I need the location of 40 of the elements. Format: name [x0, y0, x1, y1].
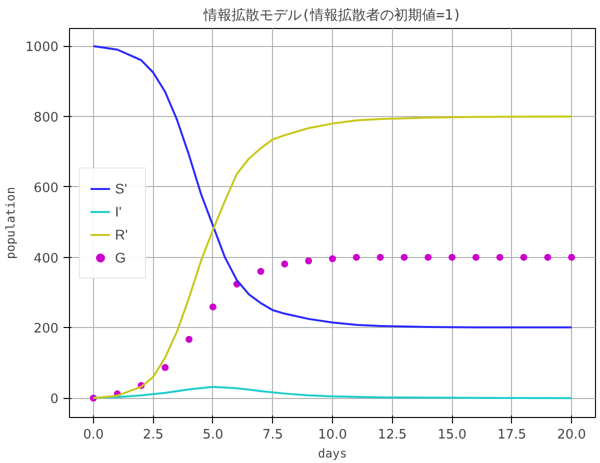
chart-title: 情報拡散モデル(情報拡散者の初期値=1)	[202, 8, 462, 24]
x-tick-label: 17.5	[497, 428, 526, 442]
point	[496, 254, 504, 261]
point	[186, 336, 193, 343]
y-tick-label: 400	[34, 251, 59, 266]
legend-label: S'	[115, 180, 128, 196]
line-series	[92, 45, 573, 328]
x-tick-label: 10.0	[318, 428, 347, 442]
y-tick-label: 200	[34, 322, 59, 337]
legend-label: R'	[115, 226, 129, 242]
y-tick-label: 800	[34, 110, 59, 126]
point	[352, 254, 360, 261]
x-tick-label: 7.5	[262, 428, 284, 442]
legend-label: G	[115, 249, 127, 265]
point	[400, 254, 408, 261]
y-axis-title: population	[3, 186, 18, 260]
point	[162, 364, 169, 372]
point	[448, 254, 456, 261]
x-tick-label: 5.0	[202, 428, 224, 442]
y-tick-label: 0	[50, 392, 59, 408]
y-tick-label: 600	[34, 180, 59, 196]
point	[376, 254, 384, 261]
point	[472, 254, 480, 261]
x-tick-label: 15.0	[438, 428, 467, 442]
point	[257, 268, 264, 275]
point	[424, 254, 432, 261]
point	[209, 303, 216, 310]
x-tick-label: 20.0	[557, 428, 586, 442]
point	[329, 255, 336, 262]
x-axis-title: days	[318, 446, 347, 460]
point	[281, 260, 288, 268]
legend-label: I'	[115, 203, 123, 219]
point	[544, 254, 552, 261]
x-tick-label: 0.0	[83, 428, 104, 442]
point	[568, 254, 576, 261]
point	[520, 254, 528, 261]
y-tick-label: 1000	[25, 40, 59, 56]
point	[305, 257, 312, 264]
x-tick-label: 12.5	[378, 428, 407, 442]
x-tick-label: 2.5	[142, 428, 164, 442]
